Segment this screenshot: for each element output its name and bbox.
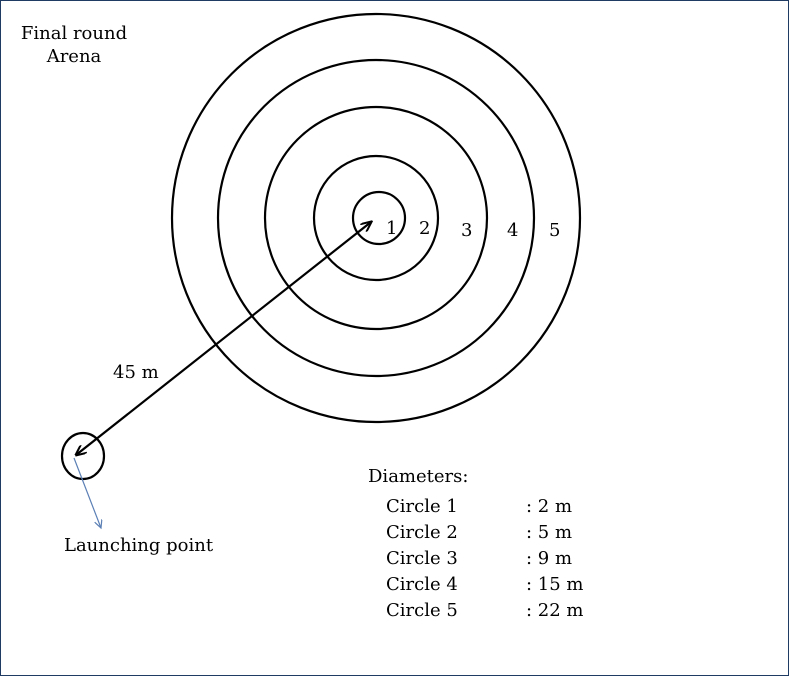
- diameter-circle-name: Circle 1: [386, 496, 458, 517]
- ring-4: [216, 58, 536, 378]
- diameter-row: Circle 1 : 2 m: [386, 496, 616, 520]
- diameter-value: : 5 m: [526, 522, 573, 543]
- ring-number-1: 1: [386, 218, 397, 239]
- diameter-value: : 2 m: [526, 496, 573, 517]
- diameter-value: : 15 m: [526, 574, 584, 595]
- diameter-circle-name: Circle 2: [386, 522, 458, 543]
- ring-number-2: 2: [419, 218, 430, 239]
- diameter-circle-name: Circle 4: [386, 574, 458, 595]
- diameter-circle-name: Circle 3: [386, 548, 458, 569]
- launch-point-circle: [60, 431, 106, 481]
- ring-number-5: 5: [549, 220, 560, 241]
- ring-number-4: 4: [507, 220, 518, 241]
- arena-title: Final round Arena: [0, 22, 148, 68]
- diameter-value: : 9 m: [526, 548, 573, 569]
- distance-label: 45 m: [113, 362, 159, 383]
- diameter-circle-name: Circle 5: [386, 600, 458, 621]
- diameter-row: Circle 5 : 22 m: [386, 600, 616, 624]
- ring-1: [351, 190, 407, 246]
- ring-2: [312, 154, 440, 282]
- diameter-row: Circle 3 : 9 m: [386, 548, 616, 572]
- arena-title-line-2: Arena: [46, 46, 102, 67]
- diameter-value: : 22 m: [526, 600, 584, 621]
- distance-arrow: [76, 222, 371, 455]
- diameters-heading: Diameters:: [368, 466, 469, 487]
- ring-number-3: 3: [461, 220, 472, 241]
- arena-title-line-1: Final round: [20, 23, 128, 44]
- diameter-row: Circle 2 : 5 m: [386, 522, 616, 546]
- diameter-row: Circle 4 : 15 m: [386, 574, 616, 598]
- launch-pointer-arrow: [73, 457, 101, 528]
- ring-5: [170, 12, 582, 424]
- launching-point-label: Launching point: [64, 535, 214, 556]
- ring-3: [263, 105, 489, 331]
